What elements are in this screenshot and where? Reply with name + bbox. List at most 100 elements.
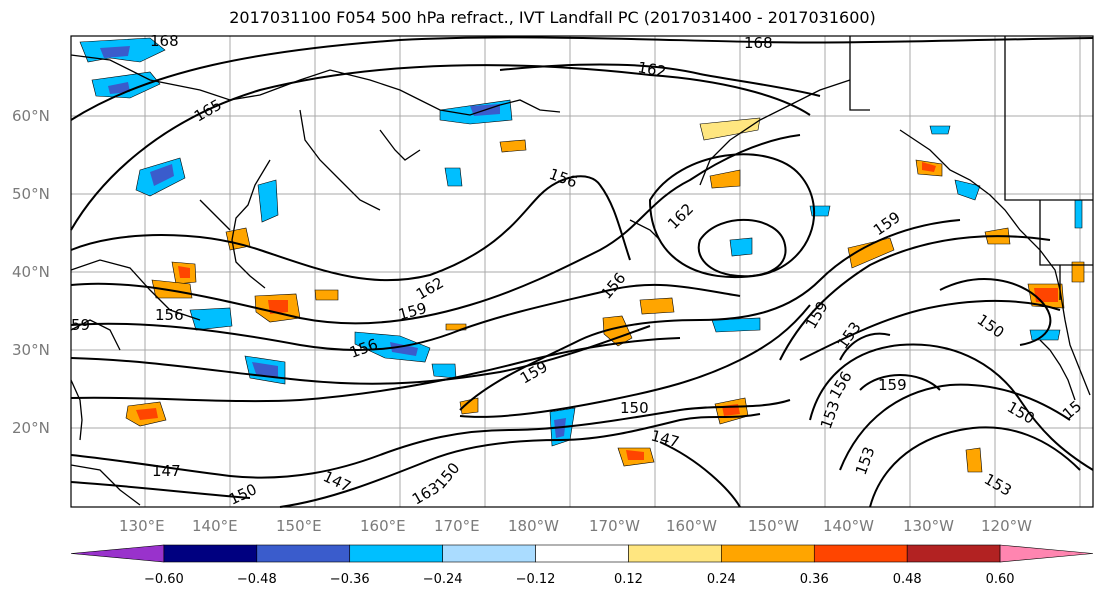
contour-label: 147: [152, 462, 181, 480]
contour-line: [70, 175, 631, 282]
contour-line: [697, 219, 787, 278]
map-border: [70, 35, 1094, 508]
positive-patch: [1034, 288, 1058, 302]
lon-label: 150°E: [276, 517, 322, 535]
colorbar-segment: [535, 544, 629, 563]
contour-label: 150: [620, 399, 649, 417]
colorbar-tick-label: 0.12: [614, 572, 643, 587]
contour-line: [70, 481, 251, 499]
positive-patch: [151, 279, 193, 299]
colorbar-tick-label: 0.24: [707, 572, 736, 587]
colorbar: −0.60 −0.48 −0.36 −0.24 −0.12 0.12 0.24 0.36 0.4…: [70, 544, 1094, 587]
lon-label: 130°E: [119, 517, 165, 535]
contour-line: [459, 304, 811, 418]
colorbar-tick-label: 0.48: [893, 572, 922, 587]
lon-label: 130°W: [903, 517, 954, 535]
contour-line: [659, 441, 741, 508]
contour-line: [70, 36, 1094, 121]
colorbar-segment: [628, 544, 722, 563]
contour-line: [939, 278, 1052, 346]
positive-patch: [709, 169, 741, 189]
colorbar-tick-label: −0.48: [237, 572, 277, 587]
lon-label: 180°W: [508, 517, 559, 535]
contour-label: 168: [744, 34, 773, 52]
negative-patch: [252, 362, 278, 378]
positive-patch: [699, 117, 761, 141]
negative-patch: [1074, 199, 1083, 229]
colorbar-tick-label: −0.24: [423, 572, 463, 587]
contour-line: [70, 283, 741, 351]
negative-patch: [711, 317, 761, 333]
negative-patch: [150, 164, 174, 186]
latitude-labels: 60°N 50°N 40°N 30°N 20°N: [12, 107, 50, 437]
lon-label: 170°E: [434, 517, 480, 535]
contour-line: [70, 399, 791, 479]
contour-line: [869, 426, 1081, 508]
colorbar-extend-high: [999, 544, 1094, 563]
contour-label: 59: [71, 316, 90, 334]
negative-patch: [108, 82, 130, 94]
contour-line: [809, 343, 1094, 471]
positive-patch: [965, 447, 983, 473]
longitude-labels: 130°E 140°E 150°E 160°E 170°E 180°W 170°…: [119, 517, 1032, 535]
contour-line: [648, 153, 816, 279]
negative-patch: [390, 342, 418, 356]
colorbar-tick-label: 0.36: [800, 572, 829, 587]
lon-label: 170°W: [589, 517, 640, 535]
contour-line: [70, 134, 801, 325]
positive-patch: [178, 266, 190, 278]
contour-line: [839, 332, 891, 361]
contour-line: [779, 235, 1051, 361]
positive-patch: [445, 323, 467, 331]
colorbar-segment: [256, 544, 351, 563]
lon-label: 150°W: [748, 517, 799, 535]
negative-patch: [189, 307, 233, 331]
colorbar-segment: [349, 544, 443, 563]
colorbar-segment: [813, 544, 908, 563]
positive-patch: [626, 450, 644, 460]
contour-label: 159: [878, 376, 907, 394]
positive-patch: [922, 162, 936, 172]
positive-patch: [268, 300, 288, 314]
colorbar-tick-label: 0.60: [986, 572, 1015, 587]
colorbar-tick-label: −0.36: [330, 572, 370, 587]
contour-line: [859, 374, 941, 391]
negative-patch: [444, 167, 463, 187]
colorbar-extend-low: [70, 544, 165, 563]
contour-line: [70, 337, 681, 403]
colorbar-tick-label: −0.60: [144, 572, 184, 587]
lon-label: 160°E: [360, 517, 406, 535]
contour-line: [839, 383, 1071, 471]
contour-line: [799, 300, 1061, 361]
contour-line: [459, 219, 961, 411]
positive-patch: [1071, 261, 1085, 283]
map-title: 2017031100 F054 500 hPa refract., IVT La…: [229, 8, 876, 27]
colorbar-segment: [163, 544, 258, 563]
lon-label: 140°W: [823, 517, 874, 535]
colorbar-segment: [906, 544, 1001, 563]
negative-patch: [929, 125, 951, 135]
positive-patch: [136, 408, 158, 420]
contour-label: 162: [636, 58, 667, 81]
lat-label: 40°N: [12, 263, 50, 281]
contour-line: [70, 64, 811, 231]
contour-line: [70, 325, 651, 385]
contours: [70, 36, 1094, 508]
negative-patch: [100, 46, 130, 58]
lat-label: 60°N: [12, 107, 50, 125]
negative-patch: [954, 179, 981, 201]
colorbar-segment: [721, 544, 815, 563]
coastlines: [70, 36, 1093, 506]
lon-label: 120°W: [981, 517, 1032, 535]
lat-label: 30°N: [12, 341, 50, 359]
contour-label: 168: [150, 32, 179, 50]
lon-label: 160°W: [666, 517, 717, 535]
colorbar-segment: [442, 544, 536, 563]
negative-patch: [431, 363, 457, 379]
lon-label: 140°E: [192, 517, 238, 535]
positive-patch: [639, 297, 675, 315]
negative-patch: [729, 237, 753, 257]
negative-patch: [257, 179, 279, 223]
contour-line: [499, 63, 821, 97]
